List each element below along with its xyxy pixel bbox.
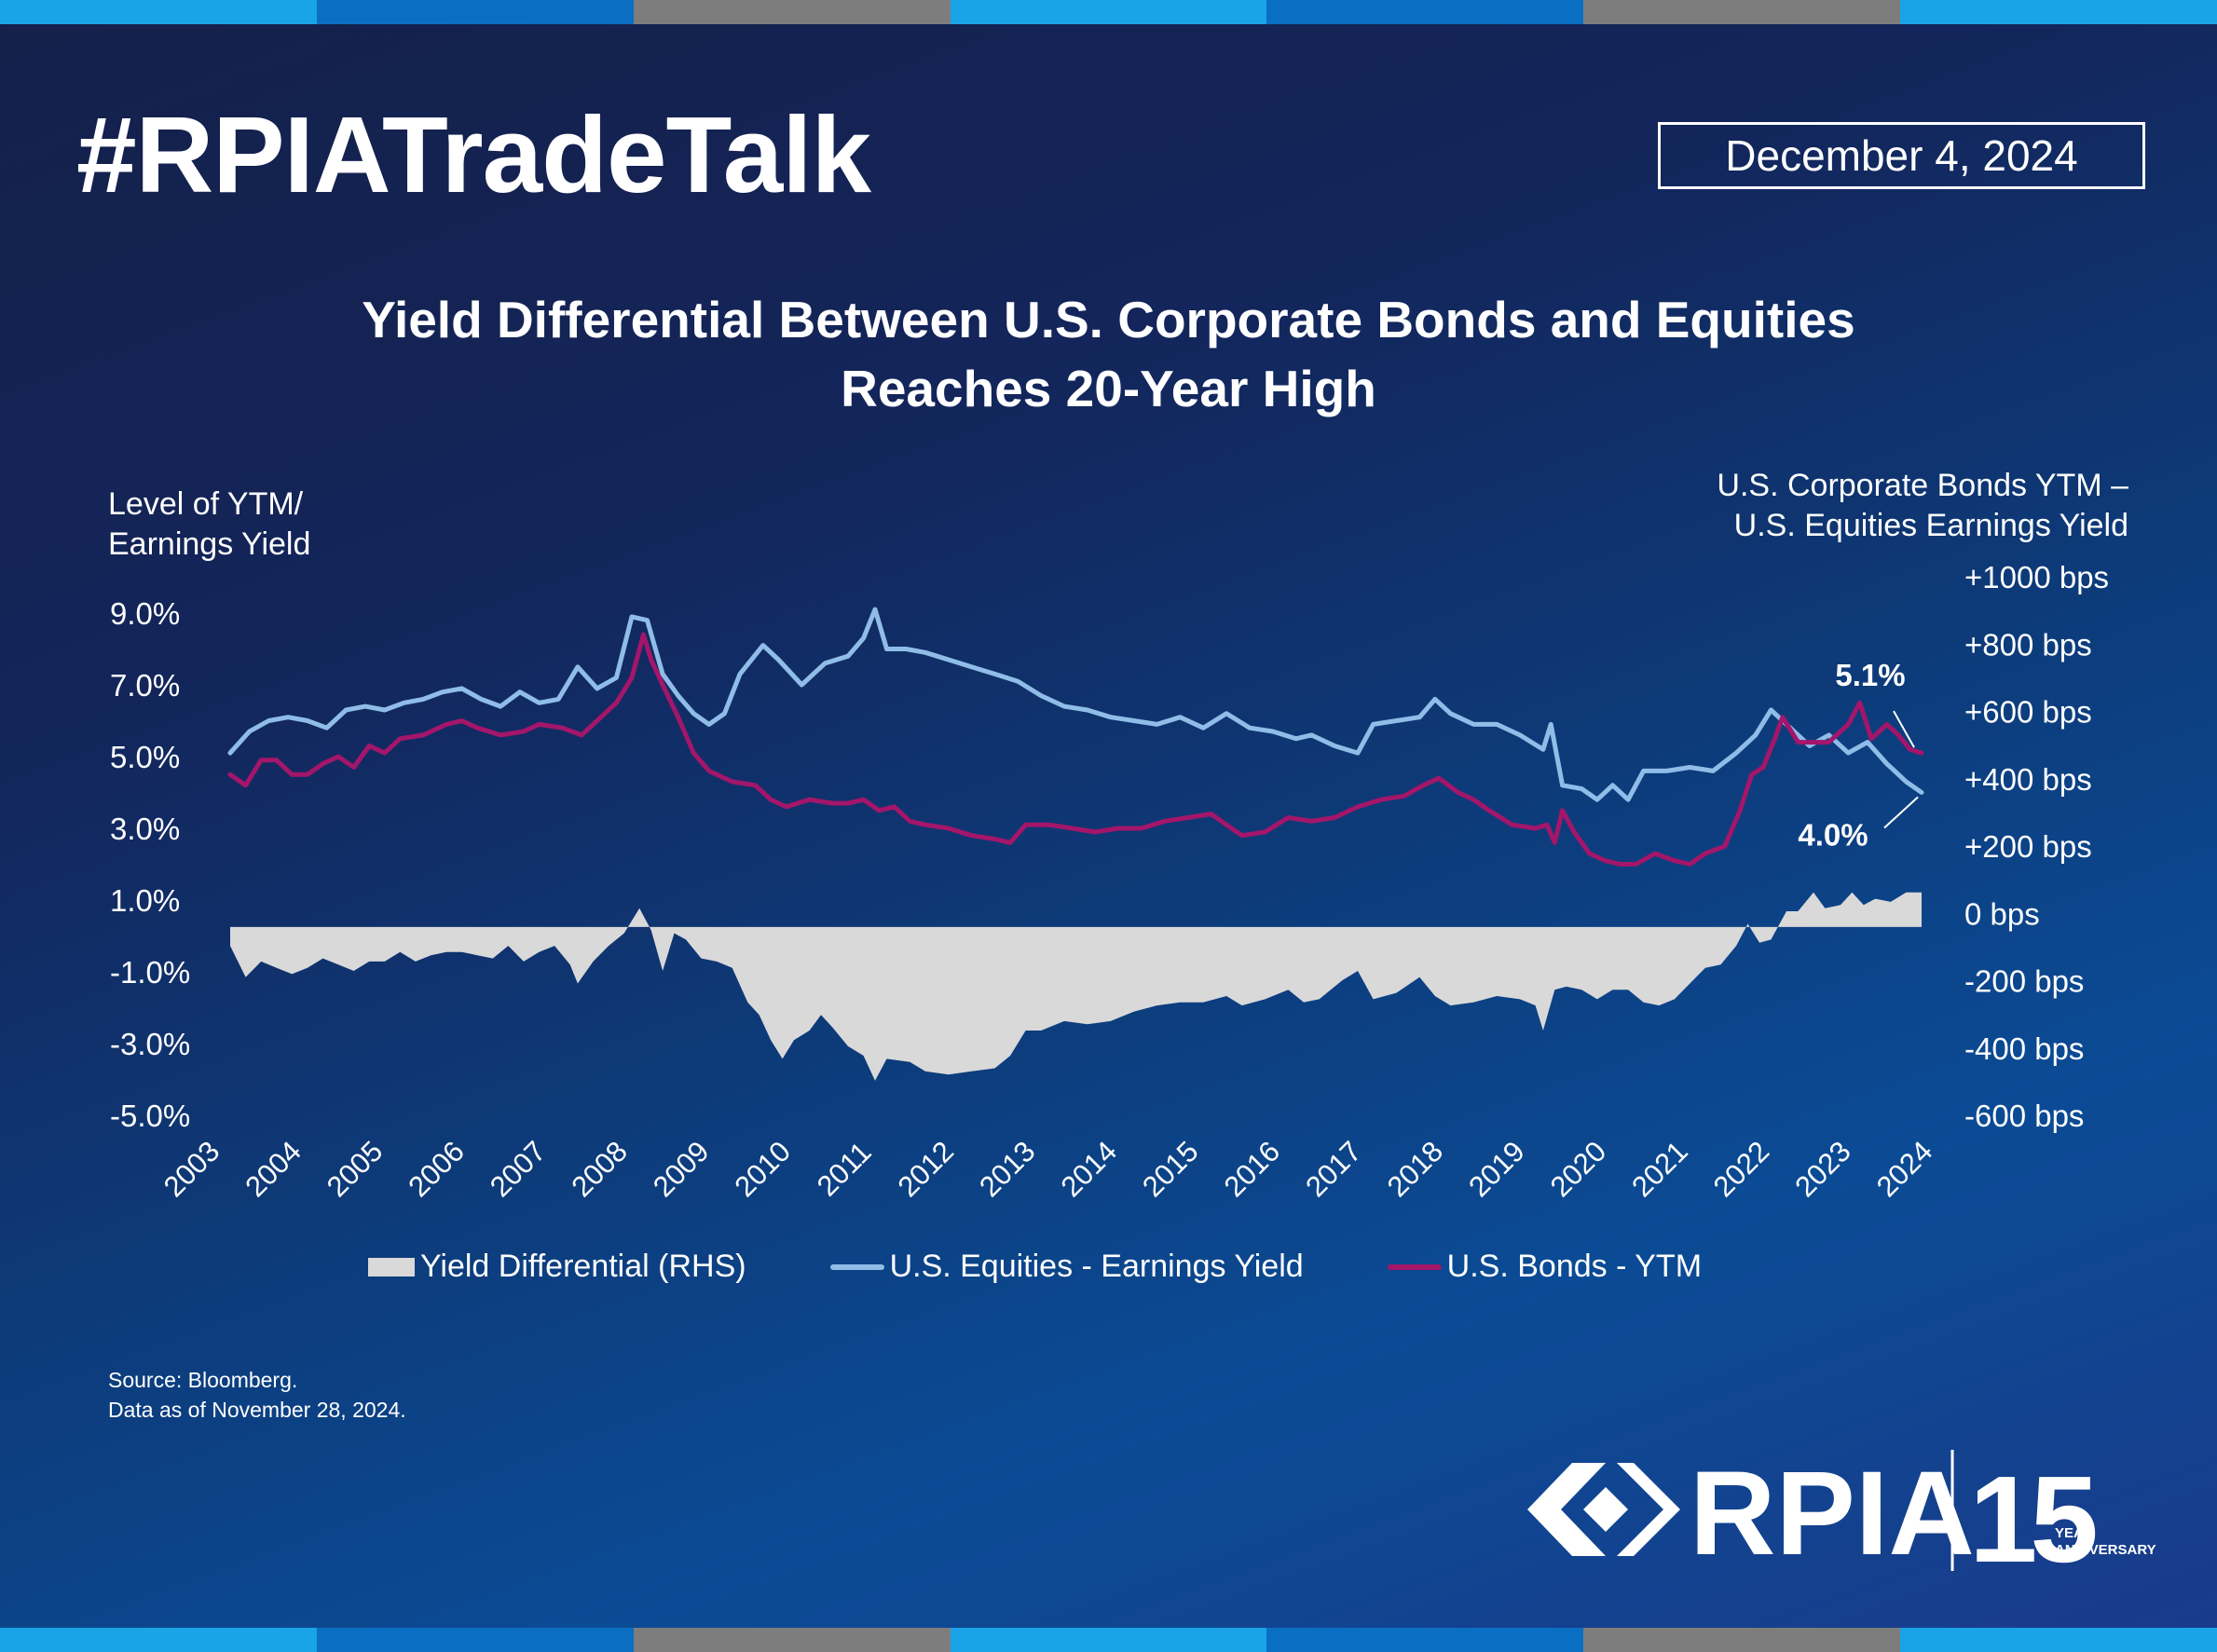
- left-tick-label: 3.0%: [110, 812, 180, 846]
- bottom-color-band: [0, 1628, 2217, 1652]
- x-tick-label: 2003: [157, 1135, 226, 1204]
- left-tick-label: -1.0%: [110, 955, 190, 990]
- left-axis-title-line-2: Earnings Yield: [108, 526, 311, 562]
- left-axis-title-line-1: Level of YTM/: [108, 486, 304, 522]
- logo-year: YEAR: [2055, 1525, 2094, 1541]
- legend-item-equities: U.S. Equities - Earnings Yield: [829, 1249, 1304, 1285]
- right-tick-label: +600 bps: [1964, 695, 2092, 730]
- band-segment: [950, 1628, 1267, 1652]
- band-segment: [1583, 0, 1901, 24]
- legend-label-equities: U.S. Equities - Earnings Yield: [889, 1249, 1304, 1284]
- x-tick-label: 2020: [1544, 1135, 1613, 1204]
- right-axis-title-line-2: U.S. Equities Earnings Yield: [1733, 508, 2128, 543]
- right-tick-label: +1000 bps: [1964, 560, 2109, 594]
- left-tick-label: -3.0%: [110, 1027, 190, 1061]
- legend-swatch-diff: [368, 1257, 415, 1277]
- hashtag-title: #RPIATradeTalk: [76, 94, 871, 215]
- top-color-band: [0, 0, 2217, 24]
- x-tick-label: 2009: [647, 1135, 716, 1204]
- band-segment: [0, 1628, 317, 1652]
- band-segment: [1266, 1628, 1584, 1652]
- left-tick-label: -5.0%: [110, 1099, 190, 1133]
- right-axis-title: U.S. Corporate Bonds YTM – U.S. Equities…: [1717, 466, 2128, 546]
- left-tick-label: 9.0%: [110, 596, 180, 631]
- right-tick-label: -200 bps: [1964, 964, 2084, 999]
- series-line-bonds: [227, 632, 1924, 867]
- band-segment: [1266, 0, 1584, 24]
- x-tick-label: 2019: [1462, 1135, 1531, 1204]
- x-tick-label: 2012: [892, 1135, 961, 1204]
- x-tick-label: 2015: [1136, 1135, 1205, 1204]
- x-tick-label: 2005: [321, 1135, 390, 1204]
- chart-title-line-1: Yield Differential Between U.S. Corporat…: [362, 291, 1855, 348]
- legend: Yield Differential (RHS) U.S. Equities -…: [368, 1249, 1786, 1285]
- x-tick-label: 2023: [1788, 1135, 1857, 1204]
- x-tick-label: 2013: [973, 1135, 1042, 1204]
- date-text: December 4, 2024: [1725, 131, 2078, 180]
- x-tick-label: 2024: [1870, 1135, 1939, 1204]
- legend-label-diff: Yield Differential (RHS): [420, 1249, 746, 1284]
- source-note: Source: Bloomberg. Data as of November 2…: [108, 1365, 406, 1425]
- right-tick-label: +200 bps: [1964, 829, 2092, 864]
- band-segment: [1900, 0, 2217, 24]
- x-tick-label: 2008: [565, 1135, 634, 1204]
- x-tick-label: 2014: [1055, 1135, 1124, 1204]
- band-segment: [0, 0, 317, 24]
- legend-item-bonds: U.S. Bonds - YTM: [1387, 1249, 1703, 1285]
- legend-label-bonds: U.S. Bonds - YTM: [1446, 1249, 1703, 1284]
- logo-number: 15: [1969, 1451, 2095, 1575]
- x-tick-label: 2017: [1299, 1135, 1368, 1204]
- annotation-leader-equities: [1883, 796, 1919, 829]
- logo-text: RPIA: [1690, 1447, 1975, 1575]
- x-tick-label: 2018: [1381, 1135, 1450, 1204]
- x-tick-label: 2022: [1707, 1135, 1776, 1204]
- right-tick-label: +800 bps: [1964, 627, 2092, 662]
- x-tick-label: 2004: [239, 1135, 308, 1204]
- x-tick-label: 2006: [402, 1135, 471, 1204]
- band-segment: [1900, 1628, 2217, 1652]
- date-box: December 4, 2024: [1658, 122, 2145, 189]
- source-line-2: Data as of November 28, 2024.: [108, 1398, 406, 1422]
- left-tick-label: 1.0%: [110, 883, 180, 918]
- x-tick-label: 2007: [484, 1135, 553, 1204]
- band-segment: [1583, 1628, 1901, 1652]
- x-tick-label: 2010: [728, 1135, 797, 1204]
- band-segment: [316, 0, 634, 24]
- band-segment: [950, 0, 1267, 24]
- left-axis-title: Level of YTM/ Earnings Yield: [108, 485, 310, 565]
- source-line-1: Source: Bloomberg.: [108, 1368, 298, 1392]
- left-tick-label: 5.0%: [110, 740, 180, 774]
- chart-title: Yield Differential Between U.S. Corporat…: [0, 285, 2217, 423]
- series-line-equities: [227, 607, 1924, 802]
- x-tick-label: 2021: [1625, 1135, 1694, 1204]
- x-tick-label: 2011: [811, 1136, 878, 1203]
- annotation-label-equities: 4.0%: [1798, 818, 1868, 853]
- chart-title-line-2: Reaches 20-Year High: [841, 360, 1376, 417]
- right-tick-label: 0 bps: [1964, 896, 2040, 931]
- left-tick-label: 7.0%: [110, 668, 180, 703]
- band-segment: [633, 1628, 951, 1652]
- x-tick-label: 2016: [1218, 1135, 1287, 1204]
- legend-swatch-bonds: [1387, 1263, 1442, 1270]
- right-tick-label: +400 bps: [1964, 762, 2092, 797]
- annotation-leader-bonds: [1893, 710, 1915, 748]
- legend-swatch-equities: [829, 1263, 884, 1270]
- rpia-chevron-icon: [1527, 1463, 1680, 1556]
- annotation-label-bonds: 5.1%: [1835, 658, 1905, 692]
- legend-item-diff: Yield Differential (RHS): [368, 1249, 746, 1285]
- rpia-logo: RPIA 15 YEAR ANNIVERSARY: [1527, 1447, 2156, 1575]
- band-segment: [316, 1628, 634, 1652]
- right-axis-title-line-1: U.S. Corporate Bonds YTM –: [1717, 468, 2128, 503]
- series-area-diff: [230, 892, 1922, 1081]
- logo-anniversary: ANNIVERSARY: [2055, 1542, 2156, 1558]
- band-segment: [633, 0, 951, 24]
- right-tick-label: -400 bps: [1964, 1031, 2084, 1066]
- right-tick-label: -600 bps: [1964, 1099, 2084, 1133]
